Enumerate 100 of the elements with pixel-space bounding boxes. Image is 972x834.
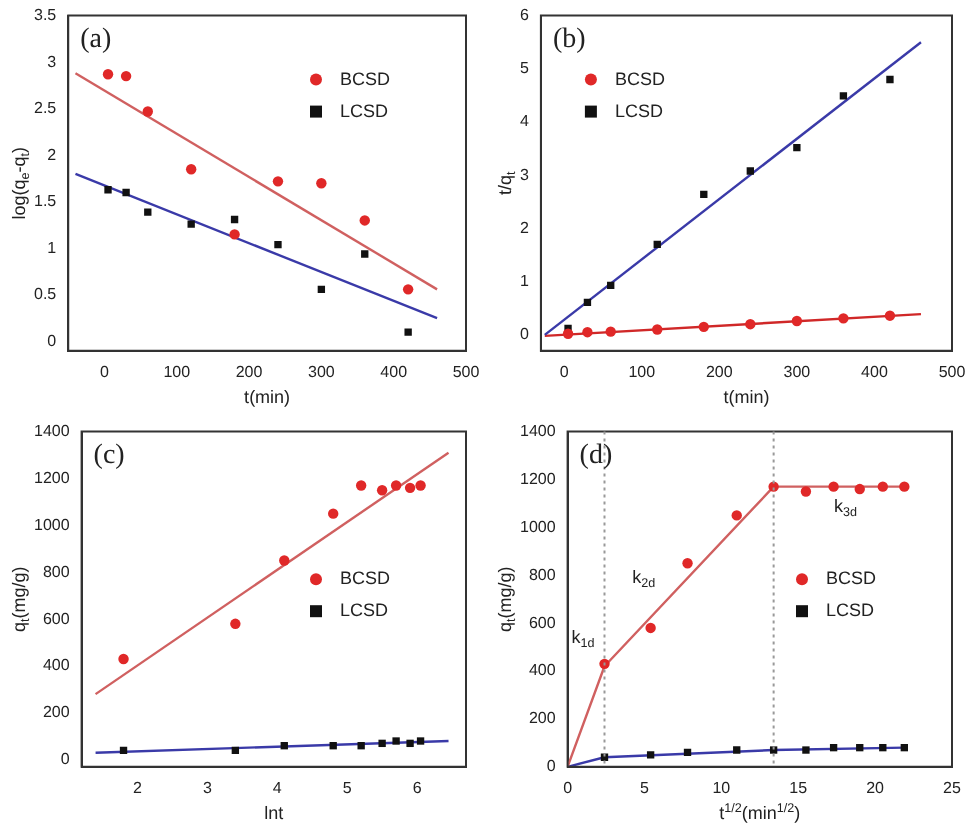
x-tick-label: 25 — [943, 778, 962, 797]
y-tick-label: 0 — [519, 325, 530, 344]
point — [793, 143, 801, 152]
y-tick-label: 200 — [528, 709, 557, 728]
y-tick-label: 1 — [519, 272, 530, 291]
y-tick-label: 800 — [528, 565, 557, 584]
point — [791, 315, 803, 327]
x-tick-label: 0 — [559, 362, 570, 381]
point — [769, 746, 778, 754]
x-tick-label: 200 — [705, 362, 734, 381]
point — [329, 742, 337, 750]
y-tick-label: 600 — [528, 613, 557, 632]
point — [272, 176, 284, 187]
point — [404, 328, 412, 336]
y-tick-label: 6 — [519, 6, 530, 25]
y-tick-label: 0 — [47, 331, 58, 350]
point — [653, 240, 661, 249]
point — [854, 483, 865, 495]
point — [316, 178, 327, 189]
point — [682, 558, 693, 569]
point — [317, 285, 326, 294]
x-tick-label: 20 — [866, 778, 886, 797]
x-tick-label: 300 — [308, 362, 336, 381]
x-tick-label: 500 — [452, 362, 481, 381]
y-tick-label: 2 — [519, 218, 530, 237]
x-tick-label: 2 — [133, 778, 144, 797]
point — [118, 653, 129, 665]
point — [144, 208, 152, 216]
point — [361, 250, 369, 258]
chart-title: (b) — [552, 24, 587, 55]
legend-label: BCSD — [340, 568, 392, 589]
y-tick-label: 600 — [42, 609, 71, 628]
y-tick-label: 200 — [42, 703, 71, 722]
legend-label: BCSD — [614, 68, 666, 89]
point — [800, 486, 812, 497]
point — [652, 324, 663, 335]
point — [886, 75, 894, 84]
point — [104, 186, 112, 194]
x-tick-label: 100 — [163, 362, 192, 381]
point — [355, 480, 367, 491]
point — [838, 313, 849, 324]
point — [731, 510, 742, 521]
point — [230, 618, 241, 630]
point — [698, 321, 709, 333]
point — [406, 739, 414, 748]
point — [187, 220, 195, 228]
point — [279, 555, 290, 566]
point — [231, 746, 240, 755]
y-tick-label: 2.5 — [33, 99, 58, 118]
y-tick-label: 2 — [47, 145, 58, 164]
point — [607, 281, 615, 290]
x-tick-label: 400 — [380, 362, 409, 381]
point — [646, 751, 655, 759]
point — [102, 69, 114, 80]
y-tick-label: 1200 — [34, 468, 71, 487]
x-tick-label: 0 — [99, 362, 110, 381]
y-tick-label: 0.5 — [33, 285, 58, 304]
x-tick-label: 6 — [412, 778, 423, 797]
x-axis-title: t(min) — [723, 386, 770, 407]
point — [828, 481, 839, 492]
x-tick-label: 500 — [938, 362, 967, 381]
point — [884, 310, 896, 321]
legend-label: BCSD — [826, 568, 878, 589]
y-tick-label: 400 — [528, 661, 557, 680]
point — [899, 481, 910, 492]
y-tick-label: 3.5 — [33, 6, 58, 25]
legend-label: LCSD — [340, 600, 390, 621]
point — [562, 328, 574, 339]
point — [376, 485, 388, 496]
chart-title: (d) — [579, 440, 613, 471]
y-tick-label: 5 — [519, 59, 530, 78]
y-tick-label: 4 — [519, 112, 530, 131]
x-tick-label: 5 — [640, 778, 651, 797]
chart-title: (c) — [93, 440, 126, 471]
legend-label: LCSD — [614, 100, 664, 121]
y-tick-label: 0 — [60, 750, 71, 769]
point — [839, 92, 848, 100]
y-tick-label: 3 — [47, 52, 58, 71]
y-tick-label: 1400 — [34, 422, 71, 441]
y-tick-label: 0 — [546, 757, 557, 776]
point — [120, 70, 132, 82]
point — [877, 481, 889, 492]
x-tick-label: 4 — [272, 778, 283, 797]
point — [280, 742, 288, 750]
x-tick-label: 400 — [861, 362, 889, 381]
y-tick-label: 1 — [47, 238, 58, 257]
point — [185, 164, 197, 175]
y-tick-label: 800 — [42, 562, 71, 581]
point — [359, 215, 370, 226]
y-tick-label: 1400 — [520, 422, 557, 441]
legend-label: BCSD — [340, 68, 392, 89]
point — [733, 746, 741, 754]
y-tick-label: 1000 — [520, 517, 557, 536]
point — [390, 480, 402, 491]
y-tick-label: 400 — [42, 656, 71, 675]
x-tick-label: 3 — [202, 778, 213, 797]
point — [829, 743, 838, 752]
point — [645, 622, 656, 634]
point — [122, 188, 130, 197]
point — [802, 746, 810, 754]
